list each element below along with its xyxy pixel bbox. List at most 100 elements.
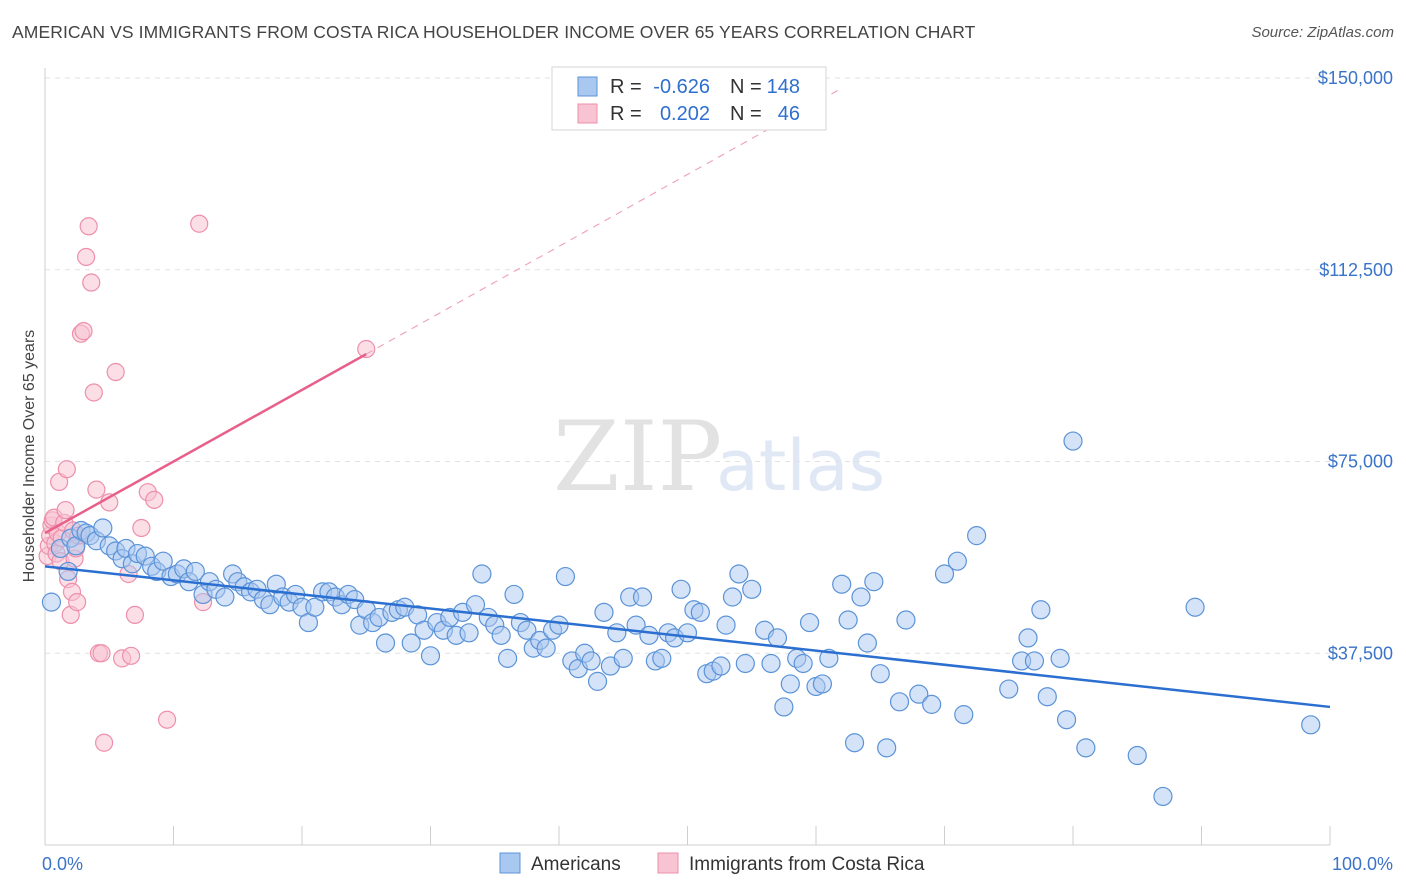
point-costa-rica	[82, 273, 101, 292]
point-americans	[844, 733, 865, 753]
point-americans	[459, 623, 479, 643]
series-americans	[41, 431, 1321, 807]
point-americans	[1185, 597, 1205, 617]
point-costa-rica	[74, 322, 93, 341]
point-americans	[716, 615, 736, 635]
x-tick-label-end: 100.0%	[1332, 854, 1393, 874]
point-americans	[722, 587, 743, 607]
point-americans	[922, 694, 942, 714]
point-americans	[1301, 715, 1321, 735]
point-americans	[491, 625, 511, 645]
point-americans	[767, 628, 788, 648]
point-americans	[587, 671, 608, 691]
point-americans	[555, 566, 576, 587]
point-costa-rica	[56, 500, 75, 520]
point-americans	[504, 584, 524, 605]
point-costa-rica	[190, 214, 209, 233]
point-americans	[793, 653, 813, 674]
gridlines	[45, 77, 1330, 654]
point-costa-rica	[84, 383, 103, 402]
point-costa-rica	[68, 593, 87, 612]
trend-lines	[44, 87, 1331, 709]
point-americans	[1024, 651, 1045, 671]
bottom-legend-swatch-costa-rica	[657, 852, 679, 874]
point-americans	[832, 574, 852, 594]
legend-n-value-1: 148	[767, 76, 800, 98]
point-americans	[934, 564, 955, 584]
point-costa-rica	[132, 518, 151, 538]
bottom-legend-costa-rica: Immigrants from Costa Rica	[689, 854, 925, 875]
legend-swatch-americans	[577, 76, 598, 97]
point-americans	[761, 653, 781, 674]
watermark-atlas: atlas	[716, 425, 885, 507]
point-americans	[729, 564, 749, 584]
point-americans	[1018, 628, 1038, 648]
point-americans	[613, 648, 633, 668]
point-americans	[774, 697, 794, 717]
point-americans	[671, 579, 691, 599]
point-costa-rica	[121, 646, 141, 665]
point-costa-rica	[145, 490, 164, 509]
legend-n-value-2: 46	[778, 103, 800, 125]
legend-r-value-1: -0.626	[653, 76, 710, 98]
bottom-legend-americans: Americans	[531, 854, 621, 875]
point-costa-rica	[79, 217, 98, 236]
point-americans	[420, 646, 441, 666]
point-americans	[153, 551, 173, 571]
point-americans	[1031, 600, 1051, 620]
correlation-legend: R = -0.626 N = 148 R = 0.202 N = 46	[551, 66, 827, 131]
legend-r-label-1: R =	[610, 76, 642, 98]
point-costa-rica	[77, 247, 96, 267]
point-americans	[472, 564, 492, 584]
point-americans	[305, 597, 325, 617]
legend-r-label-2: R =	[610, 103, 642, 125]
point-americans	[889, 692, 910, 712]
point-americans	[652, 648, 672, 668]
x-tick-labels: 0.0% 100.0%	[42, 854, 1393, 874]
legend-n-label-1: N =	[730, 76, 762, 98]
point-americans	[677, 623, 698, 643]
point-americans	[401, 633, 421, 653]
legend-swatch-costa-rica	[577, 103, 598, 124]
y-axis-label: Householder Income Over 65 years	[21, 330, 38, 583]
point-americans	[1127, 745, 1147, 766]
point-americans	[819, 648, 839, 668]
series-legend: Americans Immigrants from Costa Rica	[499, 852, 925, 875]
y-tick-label: $37,500	[1328, 643, 1393, 663]
point-americans	[58, 561, 78, 582]
point-costa-rica	[57, 460, 76, 479]
point-americans	[536, 638, 556, 658]
point-costa-rica	[92, 644, 111, 663]
legend-r-value-2: 0.202	[660, 103, 710, 125]
point-americans	[498, 648, 518, 668]
y-tick-label: $75,000	[1328, 452, 1393, 472]
axes	[44, 68, 1331, 846]
point-costa-rica	[157, 710, 177, 729]
point-americans	[812, 674, 833, 694]
legend-n-label-2: N =	[730, 103, 762, 125]
point-americans	[632, 587, 653, 607]
point-americans	[947, 551, 967, 571]
point-costa-rica	[106, 362, 125, 382]
point-americans	[594, 602, 614, 622]
point-americans	[185, 561, 205, 582]
point-americans	[896, 610, 916, 630]
point-americans	[877, 738, 897, 758]
point-americans	[93, 518, 113, 538]
watermark-zip: ZIP	[553, 401, 722, 513]
y-tick-labels: $37,500 $75,000 $112,500 $150,000	[1318, 68, 1393, 663]
point-costa-rica	[95, 733, 114, 752]
chart-title: AMERICAN VS IMMIGRANTS FROM COSTA RICA H…	[12, 22, 976, 42]
point-americans	[909, 684, 929, 704]
point-americans	[999, 679, 1019, 699]
y-tick-label: $112,500	[1319, 260, 1393, 280]
point-americans	[799, 612, 820, 633]
series-immigrants-costa-rica	[38, 214, 376, 752]
point-americans	[870, 664, 890, 684]
point-americans	[711, 656, 731, 676]
point-americans	[607, 623, 627, 643]
point-americans	[851, 587, 871, 607]
point-americans	[1056, 710, 1077, 730]
point-americans	[1076, 738, 1096, 758]
